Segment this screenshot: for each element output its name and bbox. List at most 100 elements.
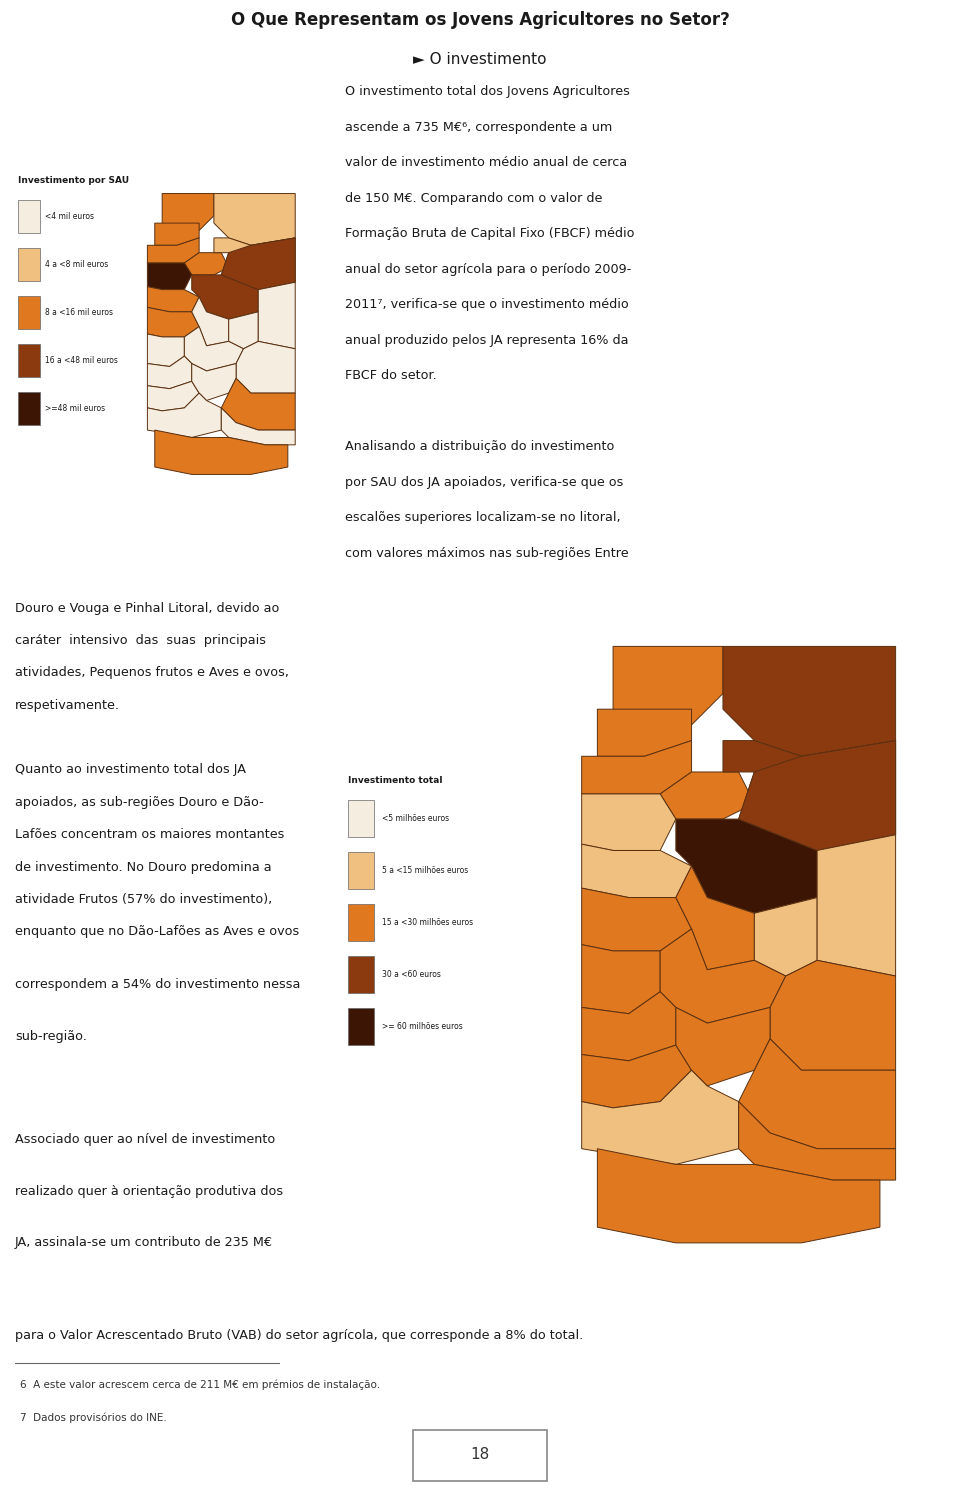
Text: Formação Bruta de Capital Fixo (FBCF) médio: Formação Bruta de Capital Fixo (FBCF) mé… [345,227,635,240]
Text: 6  A este valor acrescem cerca de 211 M€ em prémios de instalação.: 6 A este valor acrescem cerca de 211 M€ … [20,1379,380,1390]
Polygon shape [155,224,199,245]
Text: ► O investimento: ► O investimento [413,53,547,68]
Text: anual produzido pelos JA representa 16% da: anual produzido pelos JA representa 16% … [345,333,629,347]
Text: escalões superiores localizam-se no litoral,: escalões superiores localizam-se no lito… [345,512,620,524]
Polygon shape [613,647,723,725]
Text: 7  Dados provisórios do INE.: 7 Dados provisórios do INE. [20,1412,166,1423]
FancyBboxPatch shape [414,1429,546,1481]
Polygon shape [582,944,660,1013]
Polygon shape [162,194,214,231]
Text: respetivamente.: respetivamente. [15,699,120,711]
Bar [348,905,374,941]
Polygon shape [597,708,691,757]
Text: 16 a <48 mil euros: 16 a <48 mil euros [45,356,118,365]
Text: Investimento total: Investimento total [348,776,443,785]
Text: por SAU dos JA apoiados, verifica-se que os: por SAU dos JA apoiados, verifica-se que… [345,476,623,489]
Text: com valores máximos nas sub-regiões Entre: com valores máximos nas sub-regiões Entr… [345,546,629,560]
Polygon shape [582,1045,691,1108]
Text: de 150 M€. Comparando com o valor de: de 150 M€. Comparando com o valor de [345,192,602,204]
Text: 4 a <8 mil euros: 4 a <8 mil euros [45,260,108,269]
Text: <5 milhões euros: <5 milhões euros [382,814,449,823]
Polygon shape [184,327,244,371]
Text: correspondem a 54% do investimento nessa: correspondem a 54% do investimento nessa [15,979,300,991]
Text: apoiados, as sub-regiões Douro e Dão-: apoiados, as sub-regiões Douro e Dão- [15,796,264,809]
Text: valor de investimento médio anual de cerca: valor de investimento médio anual de cer… [345,156,627,170]
Text: O Que Representam os Jovens Agricultores no Setor?: O Que Representam os Jovens Agricultores… [230,11,730,29]
Polygon shape [582,992,676,1061]
Polygon shape [738,1102,896,1180]
Polygon shape [582,740,691,794]
Text: <4 mil euros: <4 mil euros [45,212,94,221]
Text: Associado quer ao nível de investimento: Associado quer ao nível de investimento [15,1133,276,1145]
Text: FBCF do setor.: FBCF do setor. [345,369,437,383]
Text: Lafões concentram os maiores montantes: Lafões concentram os maiores montantes [15,829,284,841]
Text: 15 a <30 milhões euros: 15 a <30 milhões euros [382,919,473,928]
Polygon shape [817,835,896,976]
Text: Investimento por SAU: Investimento por SAU [18,176,130,185]
Polygon shape [222,408,296,444]
Bar [18,200,39,233]
Text: >= 60 milhões euros: >= 60 milhões euros [382,1022,463,1031]
Bar [18,296,39,329]
Text: ascende a 735 M€⁶, correspondente a um: ascende a 735 M€⁶, correspondente a um [345,120,612,134]
Polygon shape [236,341,296,393]
Text: >=48 mil euros: >=48 mil euros [45,404,106,413]
Text: sub-região.: sub-região. [15,1030,86,1043]
Text: anual do setor agrícola para o período 2009-: anual do setor agrícola para o período 2… [345,263,632,276]
Polygon shape [222,378,296,431]
Text: 5 a <15 milhões euros: 5 a <15 milhões euros [382,866,468,875]
Bar [18,248,39,281]
Bar [348,800,374,836]
Polygon shape [660,772,755,820]
Polygon shape [597,1148,880,1243]
Polygon shape [222,237,296,290]
Polygon shape [770,961,896,1070]
Polygon shape [214,194,296,245]
Text: Analisando a distribuição do investimento: Analisando a distribuição do investiment… [345,440,614,453]
Polygon shape [660,929,785,1024]
Polygon shape [676,820,817,913]
Polygon shape [214,237,296,290]
Text: para o Valor Acrescentado Bruto (VAB) do setor agrícola, que corresponde a 8% do: para o Valor Acrescentado Bruto (VAB) do… [15,1328,584,1342]
Bar [348,956,374,992]
Polygon shape [148,335,184,366]
Polygon shape [738,1039,896,1148]
Polygon shape [148,381,199,411]
Text: JA, assinala-se um contributo de 235 M€: JA, assinala-se um contributo de 235 M€ [15,1235,273,1249]
Text: realizado quer à orientação produtiva dos: realizado quer à orientação produtiva do… [15,1184,283,1198]
Text: 8 a <16 mil euros: 8 a <16 mil euros [45,308,113,317]
Text: O investimento total dos Jovens Agricultores: O investimento total dos Jovens Agricult… [345,86,630,98]
Text: de investimento. No Douro predomina a: de investimento. No Douro predomina a [15,860,272,874]
Text: 30 a <60 euros: 30 a <60 euros [382,970,441,979]
Text: atividade Frutos (57% do investimento),: atividade Frutos (57% do investimento), [15,893,273,905]
Polygon shape [192,297,228,345]
Polygon shape [148,393,222,437]
Polygon shape [582,844,691,898]
Polygon shape [228,312,258,348]
Text: caráter  intensivo  das  suas  principais: caráter intensivo das suas principais [15,633,266,647]
Polygon shape [582,1070,738,1165]
Polygon shape [184,252,228,275]
Polygon shape [723,740,896,851]
Bar [348,1009,374,1045]
Bar [348,853,374,889]
Text: enquanto que no Dão-Lafões as Aves e ovos: enquanto que no Dão-Lafões as Aves e ovo… [15,925,300,938]
Polygon shape [148,356,192,389]
Polygon shape [148,263,192,290]
Polygon shape [755,898,817,976]
Bar [18,344,39,377]
Polygon shape [192,363,236,401]
Polygon shape [582,794,676,851]
Polygon shape [148,287,199,312]
Polygon shape [258,282,296,348]
Polygon shape [582,889,691,952]
Polygon shape [676,866,755,970]
Bar [18,392,39,425]
Polygon shape [148,308,199,336]
Polygon shape [148,237,199,263]
Polygon shape [738,740,896,851]
Polygon shape [155,431,288,474]
Polygon shape [192,275,258,320]
Text: 2011⁷, verifica-se que o investimento médio: 2011⁷, verifica-se que o investimento mé… [345,299,629,311]
Text: Douro e Vouga e Pinhal Litoral, devido ao: Douro e Vouga e Pinhal Litoral, devido a… [15,602,279,615]
